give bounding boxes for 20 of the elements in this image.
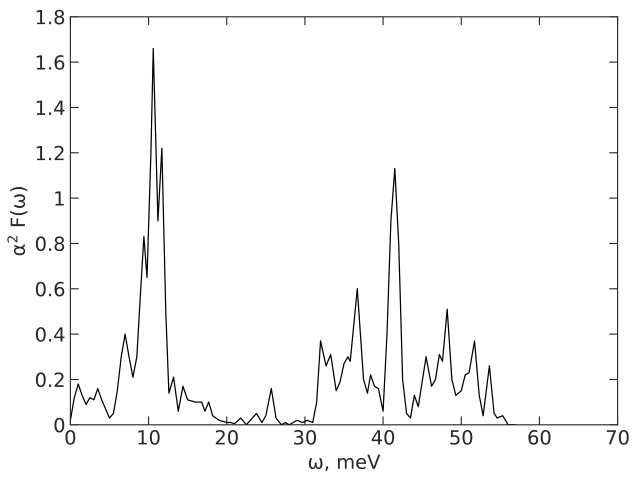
y-tick-label: 1.6 bbox=[36, 55, 64, 70]
x-axis-title: ω, meV bbox=[308, 454, 380, 472]
x-tick-label: 30 bbox=[294, 430, 316, 445]
y-tick-label: 1.4 bbox=[36, 100, 64, 115]
y-tick-label: 0.8 bbox=[36, 236, 64, 252]
y-axis-title: α$^{2}$ F(ω) bbox=[7, 187, 28, 256]
x-tick-label: 50 bbox=[450, 430, 472, 445]
y-tick-label: 1.8 bbox=[36, 10, 64, 24]
x-tick-label: 40 bbox=[372, 430, 394, 445]
x-tick-label: 70 bbox=[606, 430, 629, 445]
x-tick-label: 0 bbox=[65, 430, 76, 445]
y-tick-label: 0 bbox=[54, 418, 64, 432]
x-tick-label: 10 bbox=[138, 430, 160, 445]
x-tick-label: 20 bbox=[216, 430, 238, 445]
y-tick-label: 1.2 bbox=[36, 146, 64, 160]
y-tick-label: 0.6 bbox=[36, 282, 64, 296]
y-tick-label: 0.4 bbox=[36, 327, 64, 342]
x-tick-label: 60 bbox=[528, 430, 551, 445]
y-tick-label: 0.2 bbox=[36, 372, 64, 388]
y-tick-label: 1 bbox=[55, 191, 64, 206]
